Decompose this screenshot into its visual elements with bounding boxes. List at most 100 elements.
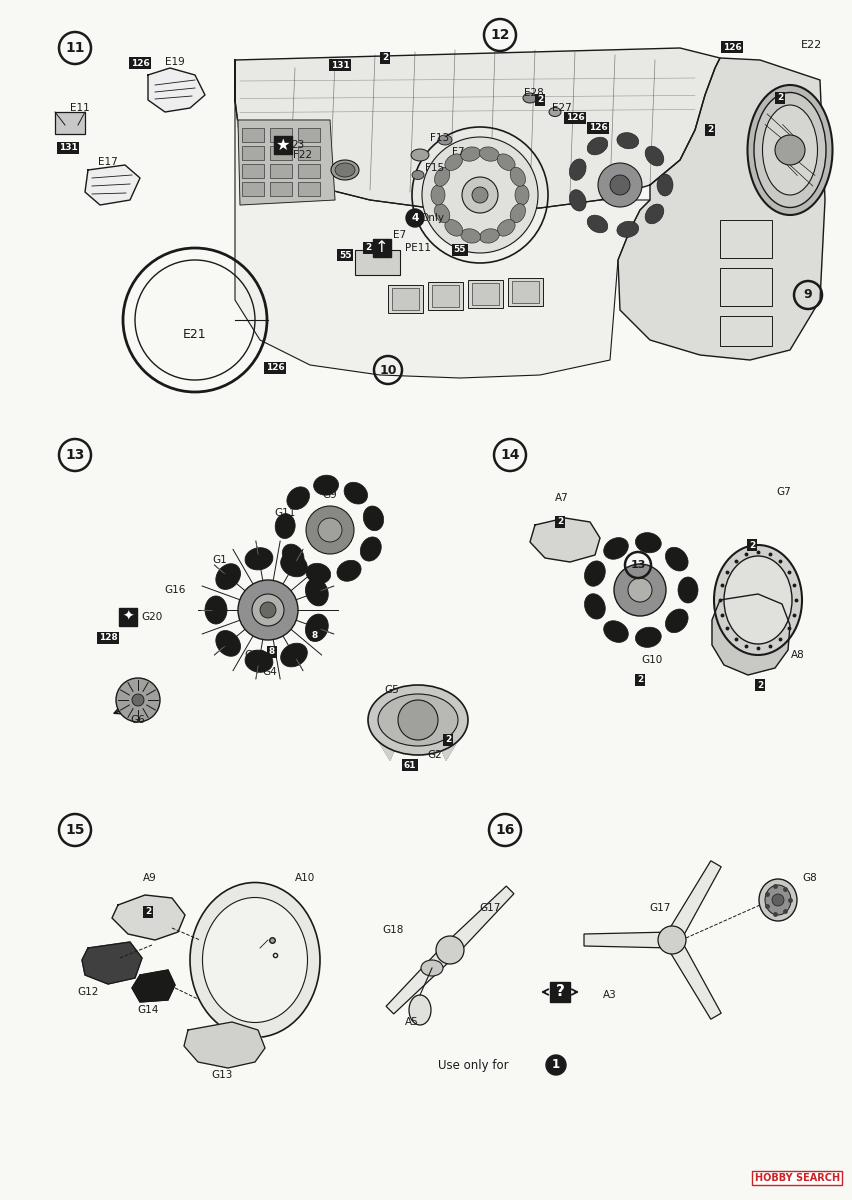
Circle shape: [306, 506, 354, 554]
Polygon shape: [148, 68, 205, 112]
Ellipse shape: [617, 221, 639, 238]
Text: 10: 10: [379, 364, 397, 377]
Ellipse shape: [245, 650, 273, 672]
Text: 4: 4: [412, 214, 418, 223]
Polygon shape: [530, 518, 600, 562]
Text: G6: G6: [130, 715, 146, 725]
Polygon shape: [132, 970, 175, 1002]
Polygon shape: [238, 120, 335, 205]
Text: A3: A3: [603, 990, 617, 1000]
Text: 15: 15: [66, 823, 84, 838]
Polygon shape: [378, 740, 395, 760]
Circle shape: [658, 926, 686, 954]
Ellipse shape: [445, 154, 463, 170]
Bar: [242, 146, 264, 160]
Text: E17: E17: [98, 157, 118, 167]
Bar: [392, 288, 419, 310]
Text: G17: G17: [649, 902, 671, 913]
Bar: [508, 278, 543, 306]
Bar: [242, 128, 264, 142]
Text: 126: 126: [566, 114, 584, 122]
Ellipse shape: [765, 886, 791, 914]
Text: E19: E19: [165, 56, 185, 67]
Bar: [432, 284, 459, 307]
Ellipse shape: [331, 160, 359, 180]
Polygon shape: [82, 942, 142, 984]
Ellipse shape: [409, 995, 431, 1025]
Ellipse shape: [205, 596, 227, 624]
Ellipse shape: [747, 85, 832, 215]
Text: F15: F15: [425, 163, 445, 173]
Text: F7: F7: [452, 146, 464, 157]
Text: A5: A5: [405, 1018, 419, 1027]
Ellipse shape: [587, 215, 607, 233]
FancyBboxPatch shape: [373, 239, 391, 257]
Text: 11: 11: [66, 41, 84, 55]
Circle shape: [436, 936, 464, 964]
Bar: [270, 182, 292, 196]
Ellipse shape: [280, 553, 308, 577]
Text: G14: G14: [137, 1006, 158, 1015]
Text: G8: G8: [803, 874, 817, 883]
Text: PE11: PE11: [405, 242, 431, 253]
Text: G12: G12: [78, 986, 99, 997]
Ellipse shape: [763, 104, 818, 194]
Circle shape: [238, 580, 298, 640]
Circle shape: [398, 700, 438, 740]
Bar: [270, 128, 292, 142]
Text: G4: G4: [262, 667, 278, 677]
Ellipse shape: [480, 229, 499, 244]
Circle shape: [775, 134, 805, 164]
Text: E22: E22: [802, 40, 823, 50]
Bar: [242, 164, 264, 178]
Text: 55: 55: [454, 246, 466, 254]
Ellipse shape: [411, 149, 429, 161]
Ellipse shape: [363, 506, 383, 530]
Ellipse shape: [216, 630, 240, 656]
Text: G7: G7: [777, 487, 792, 497]
Text: G19: G19: [245, 650, 266, 660]
Ellipse shape: [665, 547, 688, 571]
Text: 2: 2: [382, 54, 389, 62]
Ellipse shape: [461, 146, 481, 161]
Circle shape: [546, 1055, 566, 1075]
Bar: [298, 128, 320, 142]
Text: 14: 14: [500, 448, 520, 462]
Text: A8: A8: [792, 650, 805, 660]
Polygon shape: [386, 944, 456, 1014]
Text: ★: ★: [276, 138, 291, 152]
Ellipse shape: [515, 185, 529, 205]
Polygon shape: [665, 936, 721, 1019]
Polygon shape: [112, 895, 185, 940]
Ellipse shape: [203, 898, 308, 1022]
Text: G2: G2: [428, 750, 442, 760]
Bar: [720, 268, 772, 306]
Text: Only: Only: [420, 214, 444, 223]
Text: 128: 128: [99, 634, 118, 642]
Bar: [720, 220, 772, 258]
Ellipse shape: [510, 167, 526, 186]
FancyBboxPatch shape: [119, 608, 137, 626]
Text: G11: G11: [274, 508, 296, 518]
Ellipse shape: [636, 628, 661, 647]
Polygon shape: [618, 58, 825, 360]
Ellipse shape: [584, 594, 605, 619]
Text: 2: 2: [445, 736, 451, 744]
Ellipse shape: [280, 643, 308, 667]
Ellipse shape: [245, 547, 273, 570]
Text: 2: 2: [749, 540, 755, 550]
Polygon shape: [584, 932, 672, 948]
Ellipse shape: [461, 229, 481, 244]
Bar: [512, 281, 539, 302]
FancyBboxPatch shape: [355, 250, 400, 275]
Ellipse shape: [335, 163, 355, 176]
Ellipse shape: [421, 960, 443, 976]
Text: G13: G13: [211, 1070, 233, 1080]
Text: 12: 12: [490, 28, 509, 42]
Text: 8: 8: [269, 648, 275, 656]
Text: 9: 9: [803, 288, 812, 301]
Circle shape: [406, 209, 424, 227]
Text: F22: F22: [293, 150, 313, 160]
Polygon shape: [712, 594, 790, 674]
Circle shape: [772, 894, 784, 906]
